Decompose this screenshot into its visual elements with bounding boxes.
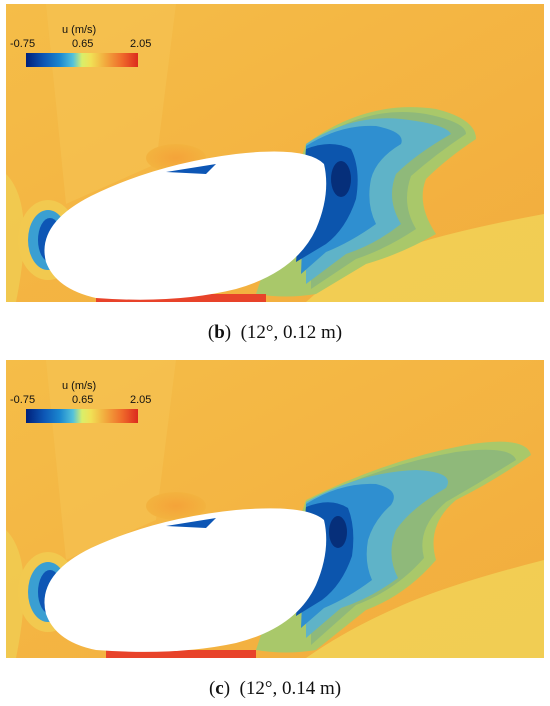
tick-min: -0.75 (10, 38, 36, 50)
top-accel-zone (146, 492, 206, 520)
wake-min (331, 161, 351, 197)
tick-min: -0.75 (10, 394, 36, 406)
downstream-yellow-zone (306, 214, 544, 302)
caption-text: (12°, 0.12 m) (240, 322, 343, 343)
colorbar-gradient (26, 409, 138, 423)
left-yellow-zone (6, 174, 24, 302)
wake-min (329, 516, 347, 548)
body-hull (44, 151, 327, 300)
tick-mid: 0.65 (72, 394, 94, 406)
caption-b: (b) (12°, 0.12 m) (207, 322, 343, 343)
tick-max: 2.05 (130, 38, 152, 50)
colorbar-title: u (m/s) (62, 380, 97, 392)
top-separation (166, 518, 216, 528)
flow-field-panel-c: u (m/s) -0.75 0.65 2.05 (6, 360, 544, 658)
caption-letter: b (214, 322, 225, 343)
caption-c: (c) (12°, 0.14 m) (208, 678, 342, 699)
bottom-high-speed (96, 294, 266, 302)
velocity-contour-c (6, 360, 544, 658)
caption-letter: c (215, 678, 224, 699)
flow-field-panel-b: u (m/s) -0.75 0.65 2.05 (6, 4, 544, 302)
colorbar-title: u (m/s) (62, 24, 97, 36)
tick-mid: 0.65 (72, 38, 94, 50)
tick-max: 2.05 (130, 394, 152, 406)
caption-text: (12°, 0.14 m) (239, 678, 342, 699)
colorbar-gradient (26, 53, 138, 67)
downstream-yellow-zone (306, 560, 544, 658)
top-separation (166, 164, 216, 174)
left-yellow-zone (6, 530, 24, 658)
bottom-high-speed (106, 650, 256, 658)
velocity-contour-b (6, 4, 544, 302)
body-hull (44, 508, 327, 652)
